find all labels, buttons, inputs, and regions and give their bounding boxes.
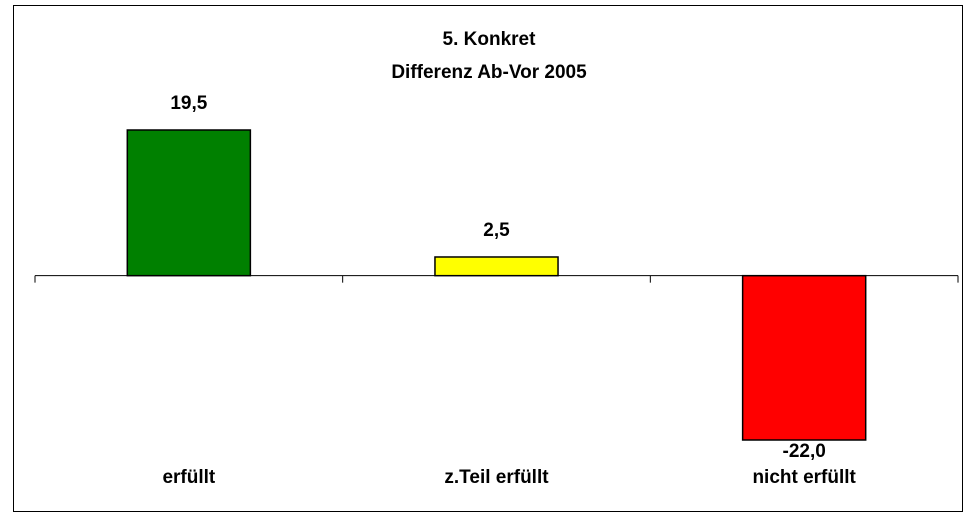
data-label: 19,5 <box>170 93 207 114</box>
data-label: -22,0 <box>783 441 826 462</box>
bar <box>126 129 252 277</box>
bar <box>434 256 559 277</box>
chart-subtitle: Differenz Ab-Vor 2005 <box>391 62 587 83</box>
x-tick-label: erfüllt <box>162 467 215 488</box>
bar <box>741 274 867 441</box>
chart-title: 5. Konkret <box>443 29 537 50</box>
x-tick-label: z.Teil erfüllt <box>444 467 549 488</box>
x-tick-label: nicht erfüllt <box>752 467 856 488</box>
data-label: 2,5 <box>483 220 510 241</box>
